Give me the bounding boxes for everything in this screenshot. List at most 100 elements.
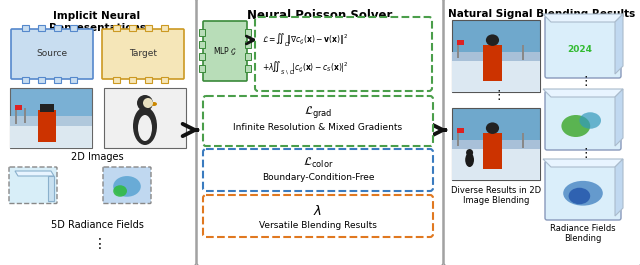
Bar — [522, 45, 524, 60]
Ellipse shape — [563, 181, 603, 206]
Text: Boundary-Condition-Free: Boundary-Condition-Free — [262, 174, 374, 183]
Bar — [145, 77, 152, 83]
Ellipse shape — [143, 98, 153, 108]
Ellipse shape — [486, 122, 499, 134]
Bar — [161, 25, 168, 31]
FancyBboxPatch shape — [203, 195, 433, 237]
Bar — [161, 77, 168, 83]
Ellipse shape — [465, 153, 474, 167]
Bar — [129, 77, 136, 83]
Text: Diverse Results in 2D
Image Blending: Diverse Results in 2D Image Blending — [451, 186, 541, 205]
Ellipse shape — [579, 112, 601, 129]
Text: $\vdots$: $\vdots$ — [579, 74, 588, 88]
Polygon shape — [543, 159, 623, 167]
Bar — [483, 45, 502, 81]
Text: $\mathcal{L}_{\rm grad}$: $\mathcal{L}_{\rm grad}$ — [304, 104, 332, 120]
Bar — [199, 65, 205, 72]
FancyBboxPatch shape — [203, 96, 433, 146]
Bar — [54, 25, 61, 31]
Bar — [24, 108, 26, 123]
Text: $\vdots$: $\vdots$ — [92, 236, 102, 251]
Polygon shape — [615, 159, 623, 216]
Bar — [452, 60, 540, 92]
Ellipse shape — [137, 95, 153, 111]
Bar — [15, 105, 22, 110]
Text: Infinite Resolution & Mixed Gradients: Infinite Resolution & Mixed Gradients — [234, 122, 403, 131]
Bar — [457, 128, 458, 146]
Bar — [452, 20, 540, 92]
Polygon shape — [543, 89, 623, 97]
Bar — [199, 29, 205, 36]
Bar — [245, 41, 251, 48]
Bar — [10, 116, 92, 126]
Ellipse shape — [113, 185, 127, 197]
Bar — [452, 140, 540, 149]
Text: 2D Images: 2D Images — [70, 152, 124, 162]
FancyBboxPatch shape — [102, 29, 184, 79]
Polygon shape — [615, 14, 623, 74]
FancyBboxPatch shape — [103, 167, 151, 204]
Ellipse shape — [466, 149, 473, 156]
Polygon shape — [15, 171, 54, 176]
FancyBboxPatch shape — [0, 0, 196, 265]
Bar — [22, 25, 29, 31]
Bar — [22, 77, 29, 83]
FancyBboxPatch shape — [444, 0, 640, 265]
Text: Source: Source — [36, 50, 68, 59]
Text: Versatile Blending Results: Versatile Blending Results — [259, 222, 377, 231]
FancyBboxPatch shape — [545, 161, 621, 220]
Text: Natural Signal Blending Results: Natural Signal Blending Results — [449, 9, 636, 19]
Bar — [245, 65, 251, 72]
FancyBboxPatch shape — [9, 167, 57, 204]
FancyBboxPatch shape — [545, 16, 621, 78]
Bar — [245, 53, 251, 60]
Text: $\mathcal{L}=\!\iint_{\Omega}\!\|\nabla c_{\mathcal{G}}(\mathbf{x})-\mathbf{v}(\: $\mathcal{L}=\!\iint_{\Omega}\!\|\nabla … — [262, 32, 348, 48]
Text: $+\lambda\!\iint_{S\setminus\Omega}\!|c_{\mathcal{G}}(\mathbf{x})-c_S(\mathbf{x}: $+\lambda\!\iint_{S\setminus\Omega}\!|c_… — [262, 60, 349, 76]
Ellipse shape — [113, 176, 141, 197]
Bar — [10, 88, 92, 148]
Ellipse shape — [568, 188, 590, 204]
Bar — [70, 77, 77, 83]
Bar — [457, 128, 464, 133]
Bar — [40, 104, 54, 112]
Ellipse shape — [486, 34, 499, 46]
FancyBboxPatch shape — [545, 91, 621, 150]
Bar — [522, 133, 524, 148]
Bar — [483, 133, 502, 169]
Bar — [38, 77, 45, 83]
Ellipse shape — [151, 102, 157, 106]
Text: Neural Poisson Solver: Neural Poisson Solver — [247, 9, 393, 22]
Bar — [10, 123, 92, 148]
Bar — [54, 77, 61, 83]
FancyBboxPatch shape — [255, 17, 432, 91]
Bar — [70, 25, 77, 31]
Text: 5D Radiance Fields: 5D Radiance Fields — [51, 220, 143, 230]
Bar — [48, 176, 54, 201]
Bar — [38, 25, 45, 31]
Ellipse shape — [138, 115, 152, 141]
Bar — [129, 25, 136, 31]
Text: Radiance Fields
Blending: Radiance Fields Blending — [550, 224, 616, 243]
Polygon shape — [615, 89, 623, 146]
FancyBboxPatch shape — [203, 21, 247, 81]
Text: Target: Target — [129, 50, 157, 59]
Bar — [113, 77, 120, 83]
Bar — [452, 108, 540, 180]
Bar — [457, 40, 458, 58]
Bar — [457, 40, 464, 45]
Polygon shape — [543, 14, 623, 22]
FancyBboxPatch shape — [11, 29, 93, 79]
Bar — [113, 25, 120, 31]
Text: $\vdots$: $\vdots$ — [579, 146, 588, 160]
Bar — [199, 53, 205, 60]
Bar — [145, 25, 152, 31]
FancyBboxPatch shape — [203, 149, 433, 191]
Bar — [104, 88, 186, 148]
Ellipse shape — [561, 115, 590, 137]
Text: 2024: 2024 — [567, 45, 592, 54]
Bar — [452, 148, 540, 180]
Bar — [38, 110, 56, 142]
Ellipse shape — [133, 107, 157, 145]
Bar — [452, 52, 540, 61]
Text: Implicit Neural
Representations: Implicit Neural Representations — [49, 11, 145, 33]
